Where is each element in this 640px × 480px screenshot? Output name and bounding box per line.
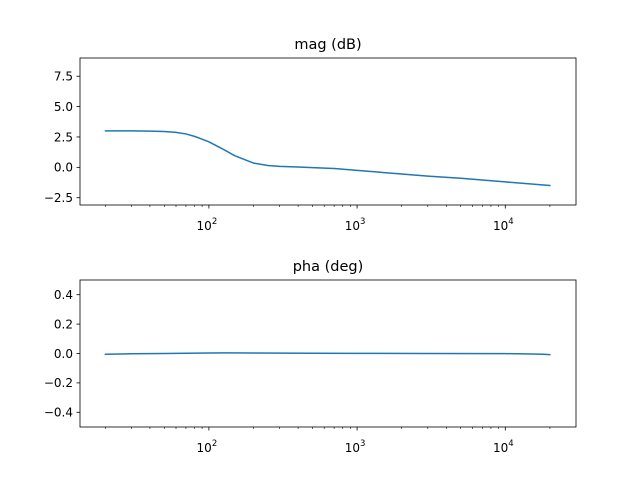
x-tick-label: 102 [197,217,218,233]
plot-title: pha (deg) [293,259,364,275]
x-tick-base: 10 [197,441,212,455]
y-tick-label: −0.2 [44,376,73,390]
x-tick-label: 103 [345,217,366,233]
x-tick-base: 10 [345,441,360,455]
x-tick-exponent: 4 [508,439,513,449]
plot-title: mag (dB) [294,37,361,53]
y-tick-label: 2.5 [54,130,73,144]
x-tick-exponent: 2 [212,439,217,449]
x-tick-exponent: 2 [212,217,217,227]
y-tick-label: −2.5 [44,191,73,205]
x-tick-label: 104 [493,439,514,455]
x-tick-label: 103 [345,439,366,455]
series-line [104,352,551,356]
x-tick-label: 104 [493,217,514,233]
x-tick-base: 10 [493,441,508,455]
y-tick-label: 7.5 [54,70,73,84]
x-tick-exponent: 4 [508,217,513,227]
x-tick-exponent: 3 [360,439,365,449]
x-tick-base: 10 [197,219,212,233]
y-tick-label: 0.0 [54,161,73,175]
series-line [104,130,551,187]
x-tick-exponent: 3 [360,217,365,227]
y-tick-label: 5.0 [54,100,73,114]
y-tick-label: 0.2 [54,317,73,331]
axes-frame [79,279,577,428]
y-tick-label: −0.4 [44,406,73,420]
x-tick-base: 10 [345,219,360,233]
y-tick-label: 0.4 [54,288,73,302]
axes-frame [79,57,577,206]
x-tick-label: 102 [197,439,218,455]
x-tick-base: 10 [493,219,508,233]
y-tick-label: 0.0 [54,347,73,361]
